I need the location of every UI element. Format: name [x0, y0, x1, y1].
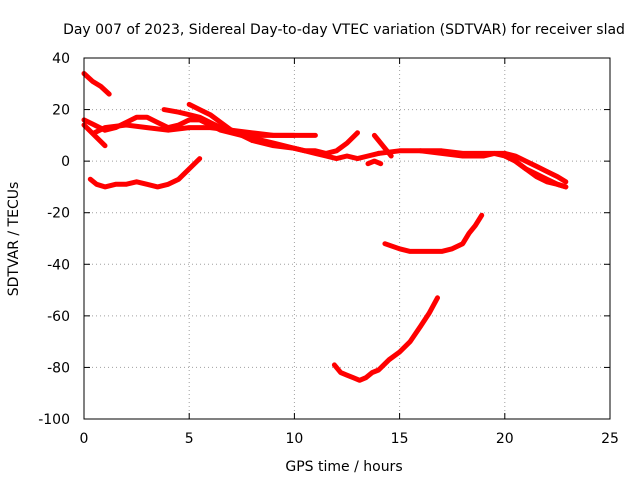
x-tick-label: 10	[285, 431, 303, 447]
x-tick-label: 5	[185, 431, 194, 447]
series-trace-1	[81, 71, 112, 97]
x-tick-label: 15	[391, 431, 409, 447]
x-tick-label: 25	[601, 431, 619, 447]
y-axis-label: SDTVAR / TECUs	[6, 182, 22, 297]
plot-frame	[83, 57, 611, 420]
x-tick-labels: 0 5 10 15 20 25	[80, 431, 619, 447]
series-trace-15	[382, 212, 485, 254]
series-trace-11	[365, 158, 384, 167]
series-trace-3	[81, 122, 108, 149]
y-tick-label: -20	[47, 206, 70, 222]
x-axis-label: GPS time / hours	[285, 459, 402, 475]
y-tick-label: 20	[52, 103, 70, 119]
axis-ticks	[83, 57, 611, 420]
series-trace-7	[87, 156, 203, 190]
grid-lines	[84, 58, 610, 419]
y-tick-labels: -100 -80 -60 -40 -20 0 20 40	[38, 51, 70, 428]
series-trace-14	[502, 150, 569, 190]
chart-title: Day 007 of 2023, Sidereal Day-to-day VTE…	[63, 22, 625, 38]
y-tick-label: -100	[38, 412, 70, 428]
series-trace-8	[249, 130, 360, 156]
y-tick-label: 40	[52, 51, 70, 67]
y-tick-label: -60	[47, 309, 70, 325]
series-trace-6	[186, 101, 255, 143]
series-trace-9	[291, 145, 382, 162]
series-trace-16	[331, 295, 440, 383]
y-tick-label: 0	[61, 154, 70, 170]
y-tick-label: -40	[47, 257, 70, 273]
y-tick-label: -80	[47, 360, 70, 376]
x-tick-label: 20	[496, 431, 514, 447]
data-traces	[81, 71, 569, 383]
x-tick-label: 0	[80, 431, 89, 447]
